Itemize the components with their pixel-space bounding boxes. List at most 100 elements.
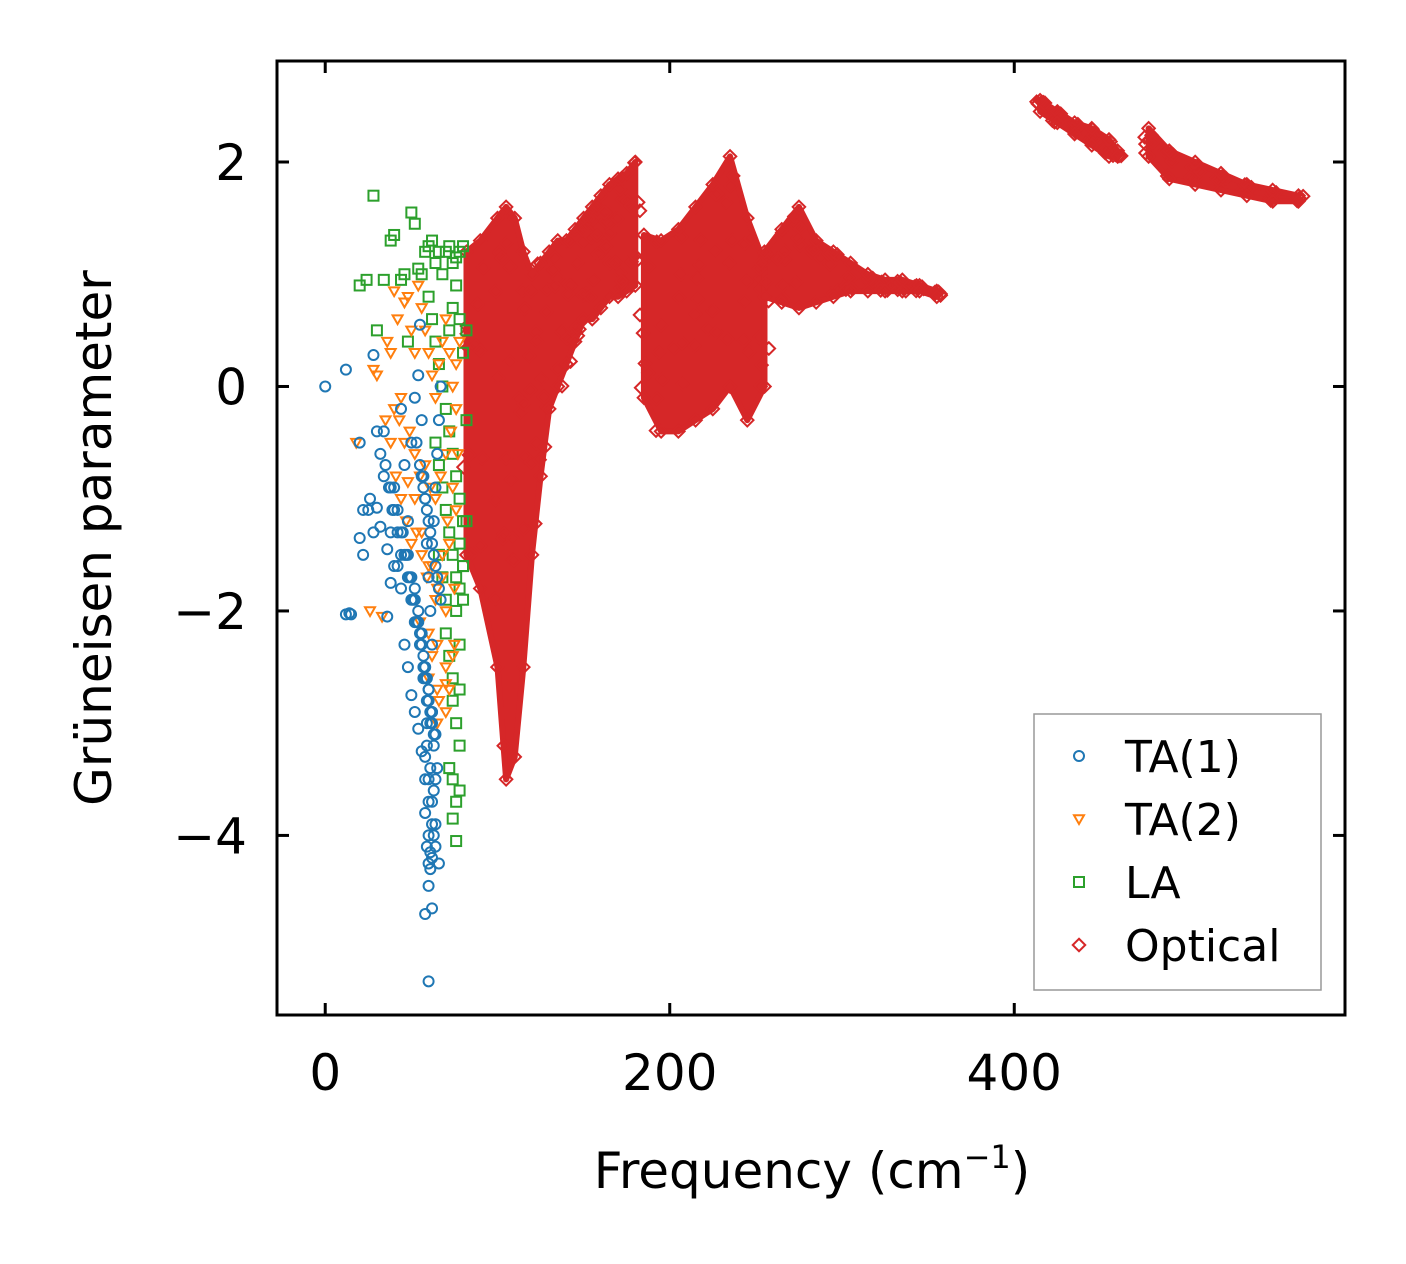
ta1-point [413, 318, 426, 331]
ta1-point [419, 907, 432, 920]
optical-point [515, 244, 531, 260]
ta1-point [398, 459, 411, 472]
optical-point [524, 547, 540, 563]
ta1-point [422, 975, 435, 988]
ta1-point [420, 503, 433, 516]
optical-point [537, 439, 553, 455]
optical-point [708, 186, 724, 203]
la-point [436, 481, 449, 494]
ta1-point [405, 436, 418, 449]
la-point [405, 206, 418, 219]
plot-frame [275, 59, 1347, 1017]
optical-point [790, 230, 806, 246]
la-point [443, 526, 456, 539]
ta1-point [395, 402, 408, 415]
optical-point [488, 492, 504, 508]
ta1-point [339, 363, 352, 376]
optical-point [738, 273, 755, 290]
optical-point [825, 244, 842, 260]
x-tick-label: 400 [967, 1044, 1062, 1102]
ta2-point [401, 291, 415, 304]
legend-label-la: LA [1125, 858, 1181, 909]
optical-point [532, 255, 549, 271]
ta1-point [424, 604, 437, 617]
optical-point [529, 333, 545, 350]
optical-point [612, 181, 628, 198]
ta2-point [439, 314, 453, 327]
optical-point [739, 210, 755, 226]
optical-point [583, 230, 600, 246]
ta2-point [414, 303, 429, 315]
ta2-point [408, 348, 422, 360]
ta1-point [417, 672, 430, 685]
optical-point [503, 471, 519, 488]
ta1-point [367, 526, 380, 539]
optical-point [632, 307, 648, 323]
optical-point [707, 242, 723, 258]
optical-point [524, 266, 540, 282]
ta1-point [367, 349, 380, 362]
ta1-point [422, 879, 435, 892]
ta2-point [380, 336, 394, 349]
optical-point [528, 435, 544, 452]
optical-point [613, 273, 630, 289]
la-point [429, 257, 442, 270]
optical-point [575, 210, 592, 226]
ta1-point [420, 694, 433, 707]
ta2-point [439, 662, 453, 675]
legend-label-ta1: TA(1) [1124, 732, 1241, 783]
la-point [450, 470, 463, 483]
ta1-point [395, 526, 408, 539]
optical-point [560, 286, 576, 302]
ta1-point [422, 571, 435, 584]
ta2-point [387, 286, 401, 299]
optical-point [792, 220, 809, 236]
la-point [453, 638, 466, 651]
optical-point [494, 249, 510, 266]
optical-point [710, 186, 726, 202]
ta2-point [366, 364, 381, 377]
optical-point [463, 547, 479, 563]
ta2-point [432, 695, 446, 708]
ta1-point [434, 593, 447, 606]
ta1-point [377, 425, 390, 438]
optical-point [455, 459, 472, 475]
optical-point [791, 300, 807, 316]
optical-point [718, 195, 734, 211]
optical-point [687, 306, 704, 322]
optical-point [1165, 147, 1182, 163]
la-point [401, 335, 414, 348]
la-point [432, 459, 445, 472]
optical-point [558, 232, 575, 249]
optical-point [523, 283, 539, 299]
ta2-point [390, 314, 405, 327]
la-point [450, 835, 463, 848]
optical-point [671, 290, 687, 306]
x-tick-label: 0 [309, 1044, 341, 1102]
ta1-point [422, 829, 435, 842]
ta2-point [430, 639, 444, 652]
optical-point [651, 344, 667, 361]
optical-point [1084, 120, 1100, 137]
ta2-point [411, 280, 425, 293]
optical-point [776, 243, 792, 259]
ta1-point [432, 414, 445, 427]
optical-point [1239, 188, 1255, 204]
ta2-point [442, 348, 456, 360]
la-point [453, 784, 466, 797]
optical-point [741, 344, 757, 360]
optical-point [911, 283, 928, 299]
la-point [439, 627, 452, 640]
la-point [443, 762, 456, 775]
optical-point [636, 390, 652, 406]
ta1-point [426, 795, 439, 808]
optical-point [753, 357, 770, 373]
optical-point [550, 378, 566, 395]
optical-point [1085, 127, 1101, 144]
ta1-point [386, 503, 399, 516]
axis-ticks: 0 200 400 −4 −2 0 2 [173, 61, 1345, 1102]
optical-point [1109, 148, 1126, 165]
optical-point [589, 227, 605, 244]
optical-point [864, 270, 881, 286]
ta1-point [357, 503, 370, 516]
